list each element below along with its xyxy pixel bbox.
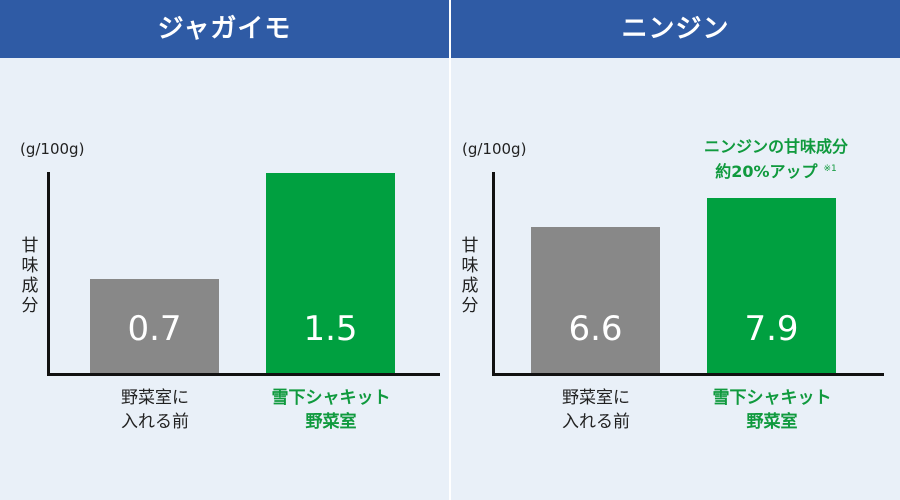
x-label-line: 入れる前 (562, 412, 630, 432)
footnote-mark: ※1 (823, 164, 837, 174)
x-label-line: 野菜室に (121, 388, 189, 408)
annotation-line: ニンジンの甘味成分 (703, 137, 848, 156)
x-label-before: 野菜室に 入れる前 (506, 386, 686, 434)
bar-value: 7.9 (744, 309, 799, 349)
carrot-panel: ニンジン (g/100g) 甘味成分 ニンジンの甘味成分 約20%アップ ※1 6… (451, 0, 900, 500)
annotation-line: 約20%アップ ※1 (715, 162, 837, 181)
x-label-before: 野菜室に 入れる前 (65, 386, 245, 434)
x-label-line: 雪下シャキット (712, 388, 832, 408)
bar-value: 6.6 (568, 309, 623, 349)
x-label-after: 雪下シャキット 野菜室 (682, 386, 862, 434)
panel-title: ニンジン (451, 0, 900, 58)
x-label-line: 野菜室 (746, 412, 798, 432)
x-label-line: 雪下シャキット (271, 388, 391, 408)
bar-value: 1.5 (303, 309, 358, 349)
unit-label: (g/100g) (462, 140, 527, 158)
panel-title: ジャガイモ (0, 0, 449, 58)
bar-before: 0.7 (90, 279, 219, 373)
x-label-after: 雪下シャキット 野菜室 (241, 386, 421, 434)
y-axis-label-text: 甘味成分 (21, 236, 39, 316)
unit-label: (g/100g) (20, 140, 85, 158)
x-axis-line (492, 373, 884, 376)
bar-before: 6.6 (531, 227, 660, 373)
x-axis-line (47, 373, 440, 376)
bar-value: 0.7 (127, 309, 182, 349)
y-axis-line (47, 172, 50, 376)
y-axis-line (492, 172, 495, 376)
x-label-line: 野菜室 (305, 412, 357, 432)
bar-after: 1.5 (266, 173, 395, 373)
x-label-line: 野菜室に (562, 388, 630, 408)
y-axis-label: 甘味成分 (460, 236, 480, 316)
increase-annotation: ニンジンの甘味成分 約20%アップ ※1 (676, 136, 876, 183)
y-axis-label-text: 甘味成分 (461, 236, 479, 316)
potato-panel: ジャガイモ (g/100g) 甘味成分 0.7 1.5 野菜室に 入れる前 雪下… (0, 0, 449, 500)
bar-after: 7.9 (707, 198, 836, 373)
y-axis-label: 甘味成分 (20, 236, 40, 316)
x-label-line: 入れる前 (121, 412, 189, 432)
